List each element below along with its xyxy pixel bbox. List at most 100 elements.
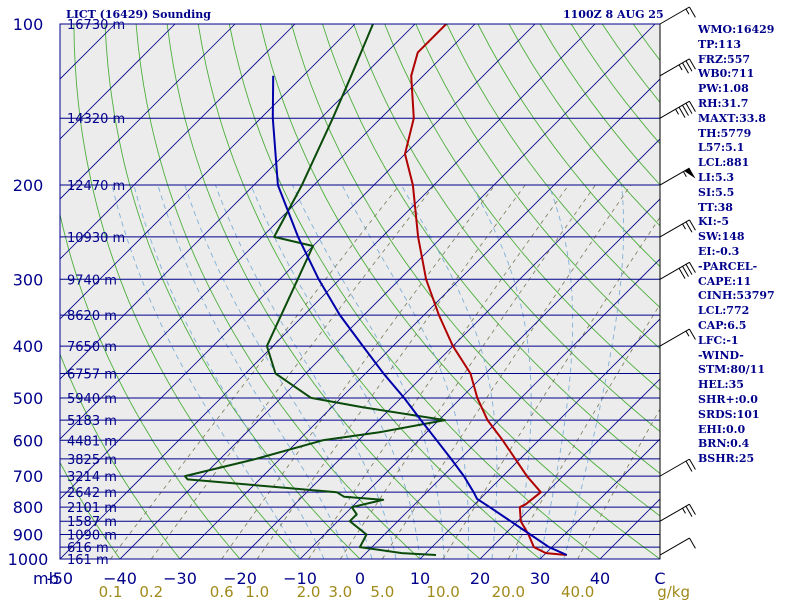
temperature-tick-label: −40 bbox=[103, 569, 137, 588]
temperature-tick-label: 40 bbox=[590, 569, 610, 588]
temperature-tick-label: −10 bbox=[283, 569, 317, 588]
barb-half-flag bbox=[682, 507, 686, 514]
dry-adiabat bbox=[197, 24, 541, 559]
pressure-tick-label: 700 bbox=[13, 467, 44, 486]
height-label: 2101 m bbox=[67, 501, 117, 516]
temperature-tick-label: −20 bbox=[223, 569, 257, 588]
wind-barb bbox=[659, 503, 696, 522]
index-entry: SW:148 bbox=[698, 230, 745, 244]
isotherm bbox=[60, 24, 236, 200]
isotherm bbox=[419, 318, 660, 559]
barb-half-flag bbox=[685, 8, 690, 15]
moist-adiabat bbox=[250, 184, 421, 559]
wind-barb bbox=[659, 6, 696, 25]
barb-flag bbox=[689, 458, 696, 470]
mixing-ratio-label: 20.0 bbox=[492, 583, 525, 600]
pressure-tick-label: 100 bbox=[13, 15, 44, 34]
chart-title: LICT (16429) Sounding bbox=[66, 8, 211, 21]
pressure-tick-label: 600 bbox=[13, 431, 44, 450]
mixing-ratio-label: 5.0 bbox=[370, 583, 394, 600]
barb-flag bbox=[689, 100, 696, 112]
pressure-tick-label: 200 bbox=[13, 176, 44, 195]
barb-flag bbox=[685, 60, 693, 72]
dry-adiabat bbox=[259, 24, 660, 559]
barb-flag bbox=[689, 219, 696, 231]
temperature-tick-label: −30 bbox=[163, 569, 197, 588]
index-entry: HEL:35 bbox=[698, 378, 744, 392]
index-entry: STM:80/11 bbox=[698, 363, 765, 377]
wind-barb bbox=[659, 58, 696, 77]
barb-flag bbox=[685, 102, 693, 114]
barb-half-flag bbox=[685, 330, 690, 337]
height-label: 1090 m bbox=[67, 529, 117, 544]
barb-flag bbox=[678, 106, 686, 118]
isotherm bbox=[60, 24, 536, 500]
isotherm bbox=[60, 24, 416, 380]
index-entry: TH:5779 bbox=[698, 126, 752, 140]
index-entry: TP:113 bbox=[698, 37, 742, 51]
pressure-unit-label: mb bbox=[33, 569, 59, 588]
index-entry: LCL:881 bbox=[698, 156, 750, 170]
moist-adiabat bbox=[157, 184, 349, 559]
barb-flag bbox=[678, 268, 686, 279]
index-entry: CAP:6.5 bbox=[698, 318, 747, 332]
index-entry: EHI:0.0 bbox=[698, 422, 746, 436]
barb-half-flag bbox=[682, 223, 686, 230]
dry-adiabat bbox=[291, 24, 660, 517]
barb-staff bbox=[659, 503, 690, 522]
mixing-ratio-label: 1.0 bbox=[245, 583, 269, 600]
dry-adiabat bbox=[477, 24, 660, 268]
barb-staff bbox=[659, 167, 690, 186]
temperature-tick-label: 30 bbox=[530, 569, 550, 588]
mixing-ratio-label: 0.2 bbox=[139, 583, 163, 600]
pressure-tick-label: 500 bbox=[13, 389, 44, 408]
dry-adiabat bbox=[166, 24, 481, 559]
height-label: 8620 m bbox=[67, 309, 117, 324]
mixing-ratio-unit: g/kg bbox=[657, 583, 690, 600]
indices-panel: WMO:16429 TP:113 FRZ:557 WB0:711 PW:1.08 RH:3… bbox=[698, 23, 775, 467]
index-entry: L57:5.1 bbox=[698, 141, 745, 155]
index-entry: SHR+:0.0 bbox=[698, 392, 758, 406]
index-entry: RH:31.7 bbox=[698, 96, 749, 110]
dry-adiabat bbox=[60, 212, 241, 559]
index-entry: SRDS:101 bbox=[698, 407, 760, 421]
barb-flag bbox=[685, 505, 693, 517]
height-label: 1587 m bbox=[67, 515, 117, 530]
dry-adiabat bbox=[446, 24, 660, 309]
mixing-ratio-line bbox=[308, 184, 569, 559]
pressure-tick-label: 400 bbox=[13, 337, 44, 356]
temperature-tick-label: 20 bbox=[470, 569, 490, 588]
dry-adiabat bbox=[384, 24, 660, 391]
index-entry: FRZ:557 bbox=[698, 52, 751, 66]
isotherm bbox=[299, 198, 660, 559]
mixing-ratio-line bbox=[381, 184, 632, 559]
dry-adiabat bbox=[135, 24, 421, 559]
isotherm bbox=[179, 78, 660, 559]
index-entry: PW:1.08 bbox=[698, 82, 749, 96]
height-label: 3214 m bbox=[67, 470, 117, 485]
mixing-ratio-line bbox=[339, 184, 596, 559]
height-label: 12470 m bbox=[67, 179, 125, 194]
barb-staff bbox=[659, 328, 690, 347]
mixing-ratio-line bbox=[110, 184, 400, 559]
mixing-ratio-label: 0.1 bbox=[99, 583, 123, 600]
pressure-tick-label: 1000 bbox=[8, 550, 49, 569]
mixing-ratio-label: 10.0 bbox=[426, 583, 459, 600]
height-label: 7650 m bbox=[67, 340, 117, 355]
height-label: 3825 m bbox=[67, 453, 117, 468]
pressure-tick-label: 900 bbox=[13, 526, 44, 545]
index-entry: WMO:16429 bbox=[698, 23, 775, 36]
barb-flag bbox=[685, 460, 693, 472]
temperature-tick-label: C bbox=[654, 569, 665, 588]
dry-adiabat bbox=[415, 24, 660, 350]
barb-flag bbox=[685, 264, 693, 275]
temperature-tick-label: -50 bbox=[47, 569, 73, 588]
height-label: 616 m bbox=[67, 541, 109, 556]
isotherm bbox=[60, 24, 176, 140]
temperature-trace bbox=[404, 24, 567, 556]
barb-flag bbox=[685, 221, 693, 233]
isotherm bbox=[60, 24, 296, 260]
height-label: 16730 m bbox=[67, 18, 125, 33]
dry-adiabat bbox=[60, 461, 121, 559]
